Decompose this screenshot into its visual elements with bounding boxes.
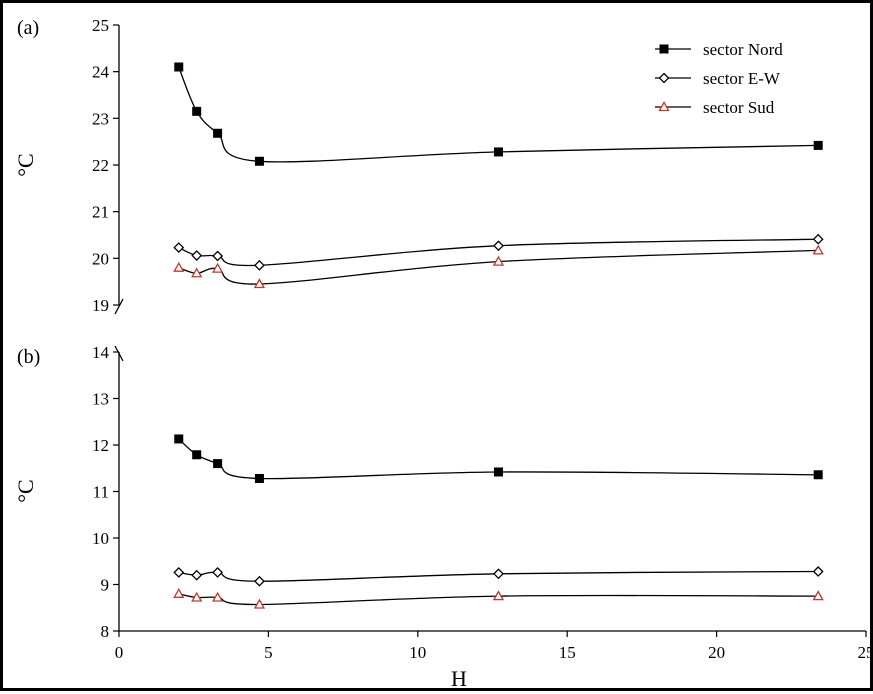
series-sector-e-w xyxy=(174,567,822,586)
y-tick-label: 11 xyxy=(93,483,109,502)
data-point xyxy=(494,148,502,156)
x-tick-label: 15 xyxy=(559,643,576,662)
legend-label: sector Sud xyxy=(703,98,775,117)
y-tick-label: 14 xyxy=(92,343,110,362)
data-point xyxy=(174,263,183,271)
data-point xyxy=(214,129,222,137)
data-point xyxy=(494,468,502,476)
data-point xyxy=(192,571,201,580)
x-tick-label: 25 xyxy=(858,643,873,662)
y-tick-label: 20 xyxy=(92,249,109,268)
data-point xyxy=(494,569,503,578)
legend-label: sector Nord xyxy=(703,40,783,59)
data-point xyxy=(174,589,183,597)
x-tick-label: 0 xyxy=(115,643,124,662)
data-point xyxy=(193,451,201,459)
y-axis-label: °C xyxy=(13,479,38,502)
y-tick-label: 25 xyxy=(92,16,109,35)
y-axis-label: °C xyxy=(13,153,38,176)
data-point xyxy=(213,568,222,577)
legend-marker xyxy=(660,74,669,83)
panel-b: 8 9 10 11 12 13 14 °C (b) 0 5 10 15 20 25 H xyxy=(13,343,873,691)
y-tick-label: 19 xyxy=(92,296,109,315)
data-point xyxy=(814,567,823,576)
series-sector-sud xyxy=(174,246,822,288)
chart-svg: 19 20 21 22 23 24 25 °C (a) sector Nord sector E-W… xyxy=(3,3,873,694)
data-point xyxy=(174,568,183,577)
y-tick-label: 12 xyxy=(92,436,109,455)
data-point xyxy=(213,252,222,261)
data-point xyxy=(192,251,201,260)
data-point xyxy=(255,474,263,482)
series-sector-sud xyxy=(174,589,822,608)
y-tick-label: 8 xyxy=(101,622,110,641)
series-line xyxy=(179,250,818,284)
x-tick-label: 5 xyxy=(264,643,273,662)
y-tick-label: 24 xyxy=(92,63,110,82)
y-tick-label: 23 xyxy=(92,109,109,128)
y-tick-label: 13 xyxy=(92,390,109,409)
data-point xyxy=(255,157,263,165)
data-point xyxy=(255,261,264,270)
x-axis-label: H xyxy=(451,666,467,691)
data-point xyxy=(174,243,183,252)
data-point xyxy=(175,435,183,443)
legend: sector Nord sector E-W sector Sud xyxy=(655,40,783,117)
panel-label: (a) xyxy=(17,17,39,39)
data-point xyxy=(494,241,503,250)
panel-label: (b) xyxy=(17,346,40,368)
y-tick-label: 9 xyxy=(101,576,110,595)
x-tick-label: 20 xyxy=(708,643,725,662)
legend-marker xyxy=(660,45,668,53)
data-point xyxy=(214,460,222,468)
y-tick-label: 22 xyxy=(92,156,109,175)
data-point xyxy=(193,107,201,115)
y-tick-label: 21 xyxy=(92,203,109,222)
data-point xyxy=(814,141,822,149)
x-tick-label: 10 xyxy=(409,643,426,662)
data-point xyxy=(175,63,183,71)
panel-a: 19 20 21 22 23 24 25 °C (a) sector Nord sector E-W… xyxy=(13,16,823,315)
data-point xyxy=(814,471,822,479)
series-sector-nord xyxy=(175,435,822,483)
data-point xyxy=(255,577,264,586)
legend-label: sector E-W xyxy=(703,69,781,88)
data-point xyxy=(814,235,823,244)
y-tick-label: 10 xyxy=(92,529,109,548)
